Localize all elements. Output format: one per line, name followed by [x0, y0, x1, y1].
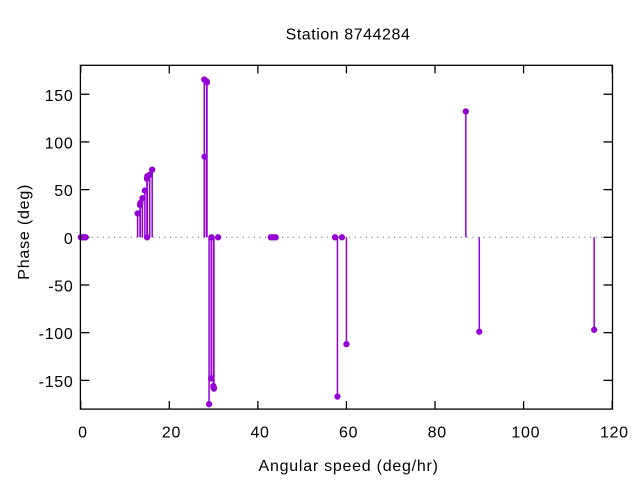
- svg-text:100: 100: [45, 135, 74, 152]
- svg-text:0: 0: [64, 231, 74, 248]
- svg-text:60: 60: [339, 424, 358, 441]
- svg-text:-150: -150: [39, 374, 74, 391]
- svg-text:-50: -50: [48, 278, 73, 295]
- svg-text:0: 0: [78, 424, 88, 441]
- svg-text:100: 100: [511, 424, 540, 441]
- svg-text:120: 120: [600, 424, 629, 441]
- svg-text:Angular speed (deg/hr): Angular speed (deg/hr): [259, 458, 439, 475]
- svg-text:Phase (deg): Phase (deg): [16, 184, 33, 280]
- svg-text:Station 8744284: Station 8744284: [286, 26, 411, 43]
- svg-text:-100: -100: [39, 326, 74, 343]
- svg-text:80: 80: [428, 424, 447, 441]
- svg-text:40: 40: [250, 424, 269, 441]
- svg-text:20: 20: [162, 424, 181, 441]
- svg-text:50: 50: [54, 183, 73, 200]
- svg-text:150: 150: [45, 88, 74, 105]
